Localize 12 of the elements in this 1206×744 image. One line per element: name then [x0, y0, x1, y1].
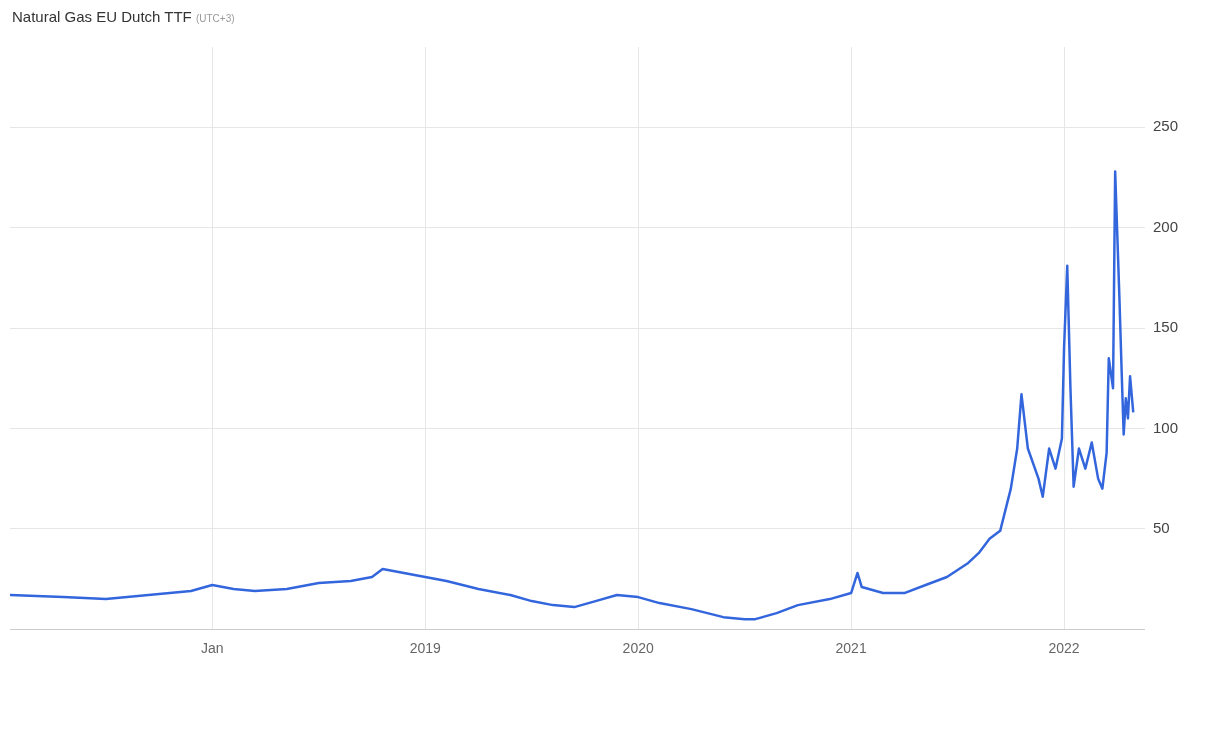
chart-subtitle: (UTC+3) — [195, 13, 235, 24]
chart-title: Natural Gas EU Dutch TTF — [12, 8, 192, 25]
y-tick-label: 250 — [1152, 117, 1178, 135]
y-tick-label: 200 — [1152, 217, 1178, 235]
y-tick-label: 150 — [1152, 318, 1178, 336]
x-tick-label: Jan — [201, 640, 224, 657]
x-tick-label: 2021 — [835, 640, 867, 657]
x-tick-label: 2019 — [409, 640, 442, 657]
x-tick-label: 2022 — [1048, 640, 1080, 657]
y-tick-label: 100 — [1152, 418, 1178, 436]
x-tick-label: 2020 — [622, 640, 654, 657]
y-tick-label: 50 — [1152, 518, 1170, 536]
